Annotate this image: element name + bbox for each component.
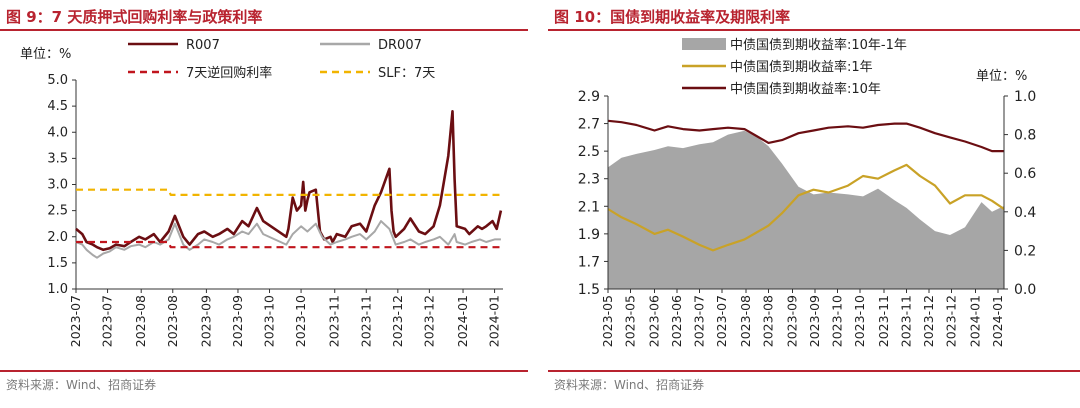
figure-10-x-tick-label: 2023-10	[852, 295, 867, 347]
figure-9-series-r007	[75, 110, 503, 252]
figure-10-left-tick-label: 2.3	[578, 172, 600, 188]
figure-10-right-tick-label: 0.6	[1014, 166, 1036, 182]
figure-10-right-tick-label: 0.4	[1014, 205, 1036, 221]
figure-10-x-tick-label: 2023-05	[600, 295, 615, 347]
figure-9-y-tick-label: 3.5	[47, 151, 68, 166]
figure-10-left-tick-label: 2.1	[578, 199, 600, 215]
figure-10-x-tick-label: 2024-01	[990, 295, 1005, 347]
figure-10-series-spread-area	[608, 130, 1004, 289]
figure-10-x-tick-label: 2024-01	[968, 295, 983, 347]
figure-10-x-tick-label: 2023-07	[692, 295, 707, 347]
figure-10-title-rule	[548, 29, 1080, 31]
figure-10-bottom-rule	[548, 370, 1080, 372]
figure-9-unit-label: 单位：%	[20, 47, 71, 62]
figure-10-right-tick-label: 1.0	[1014, 89, 1036, 105]
figure-9-series-dr007	[75, 220, 501, 259]
figure-9-y-tick-label: 1.5	[47, 256, 68, 271]
figure-9-y-tick-label: 2.5	[47, 204, 68, 219]
figure-10-source: 资料来源：Wind、招商证券	[554, 378, 705, 392]
figure-9-x-tick-label: 2023-10	[293, 295, 308, 347]
figure-10-left-tick-label: 1.5	[578, 282, 600, 298]
figure-10-legend-swatch-spread-area	[682, 38, 726, 50]
figure-9-bottom-rule	[0, 370, 528, 372]
figure-9-x-tick-label: 2023-11	[327, 295, 342, 347]
figure-9-y-tick-label: 4.0	[47, 125, 68, 140]
figure-9-y-tick-label: 4.5	[47, 99, 68, 114]
figure-10-legend-label-spread-area: 中债国债到期收益率:10年-1年	[730, 37, 907, 53]
figure-10-right-tick-label: 0.2	[1014, 243, 1036, 259]
figure-10-series-10y-yield	[607, 119, 1004, 153]
figure-9-panel: 图 9：7 天质押式回购利率与政策利率 单位：% 1.0 1.5 2.0 2.5 3.0 3…	[0, 0, 528, 408]
figure-9-x-tick-label: 2023-09	[230, 295, 245, 347]
figure-10-legend-label-10y-yield: 中债国债到期收益率:10年	[730, 81, 881, 97]
figure-9-x-tick-label: 2024-01	[455, 295, 470, 347]
figure-9-chart: 单位：% 1.0 1.5 2.0 2.5 3.0 3.5 4.0 4.5 5.0 2023-07 20…	[20, 38, 503, 347]
figure-10-unit-label: 单位：%	[976, 69, 1027, 84]
figure-10-title: 图 10：国债到期收益率及期限利率	[554, 8, 791, 26]
figure-10-x-tick-label: 2023-12	[944, 295, 959, 347]
figure-10-chart: 1.5 1.7 1.9 2.1 2.3 2.5 2.7 2.9 0.0 0.2 0.4 0.6 0.8 1…	[578, 37, 1037, 347]
figure-10-left-tick-label: 2.9	[578, 89, 600, 105]
figure-9-x-tick-label: 2023-08	[165, 295, 180, 347]
figure-10-x-tick-label: 2023-10	[830, 295, 845, 347]
figure-9-title-rule	[0, 29, 528, 31]
figure-9-legend-label-dr007: DR007	[378, 38, 422, 53]
figure-9-legend-label-reverse-repo: 7天逆回购利率	[186, 65, 272, 81]
figure-9-series-reverse-repo	[76, 240, 503, 249]
figure-10-panel: 图 10：国债到期收益率及期限利率 1.5 1.7 1.9 2.1 2.3 2.5 2.7 2…	[548, 0, 1080, 408]
figure-9-x-tick-label: 2023-08	[133, 295, 148, 347]
figure-10-right-tick-label: 0.0	[1014, 282, 1036, 298]
figure-10-x-tick-label: 2023-11	[899, 295, 914, 347]
figure-10-legend-label-1y-yield: 中债国债到期收益率:1年	[730, 59, 873, 75]
figure-9-legend-label-slf: SLF：7天	[378, 66, 435, 81]
figure-9-y-tick-label: 1.0	[47, 282, 68, 297]
figure-10-x-tick-label: 2023-12	[921, 295, 936, 347]
figure-9-x-tick-label: 2023-10	[262, 295, 277, 347]
figure-10-x-tick-label: 2023-08	[761, 295, 776, 347]
figure-9-x-tick-label: 2023-07	[68, 295, 83, 347]
figure-9-y-tick-label: 5.0	[47, 73, 68, 88]
figure-10-left-tick-label: 1.9	[578, 227, 600, 243]
figure-9-x-tick-label: 2023-12	[390, 295, 405, 347]
figure-9-legend-label-r007: R007	[186, 38, 220, 53]
figure-10-x-tick-label: 2023-11	[876, 295, 891, 347]
figure-10-x-tick-label: 2023-06	[647, 295, 662, 347]
figure-10-x-tick-label: 2023-09	[785, 295, 800, 347]
figure-10-left-tick-label: 1.7	[578, 254, 600, 270]
figure-10-x-tick-label: 2023-05	[623, 295, 638, 347]
figure-10-x-tick-label: 2023-06	[669, 295, 684, 347]
figure-10-left-tick-label: 2.7	[578, 117, 600, 133]
figure-10-series-1y-yield	[607, 163, 1005, 252]
figure-9-title: 图 9：7 天质押式回购利率与政策利率	[6, 8, 263, 26]
figure-9-x-tick-label: 2023-07	[100, 295, 115, 347]
figure-9-source: 资料来源：Wind、招商证券	[6, 378, 157, 392]
figure-10-right-tick-label: 0.8	[1014, 128, 1036, 144]
figure-9-x-tick-label: 2023-11	[358, 295, 373, 347]
figure-10-x-tick-label: 2023-07	[714, 295, 729, 347]
figure-10-x-tick-label: 2023-09	[807, 295, 822, 347]
figure-10-x-tick-label: 2023-08	[738, 295, 753, 347]
figure-9-x-tick-label: 2023-09	[198, 295, 213, 347]
figure-9-y-tick-label: 3.0	[47, 178, 68, 193]
figure-10-left-tick-label: 2.5	[578, 144, 600, 160]
figure-9-y-tick-label: 2.0	[47, 230, 68, 245]
figure-9-x-tick-label: 2024-01	[487, 295, 502, 347]
figure-9-series-slf	[76, 188, 503, 196]
figure-9-x-tick-label: 2023-12	[421, 295, 436, 347]
